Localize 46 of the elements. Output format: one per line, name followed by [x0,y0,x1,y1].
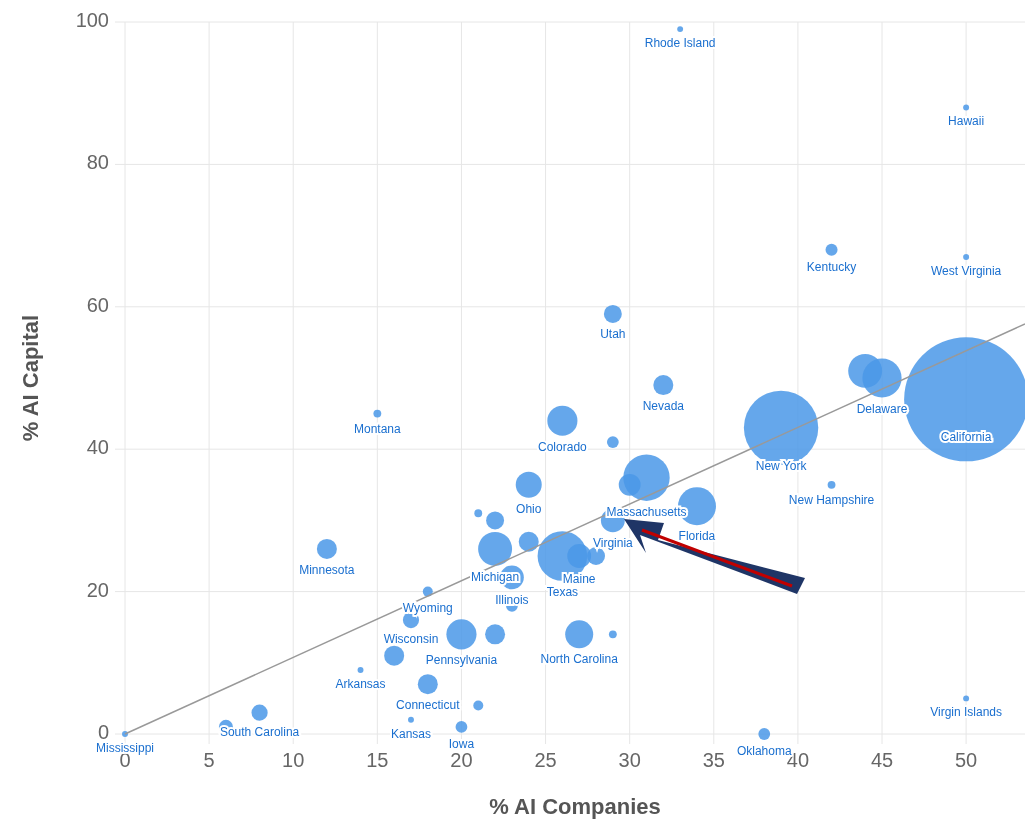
y-tick-label: 100 [75,9,109,31]
annotation: Utah [600,326,626,341]
annotation: Nevada [642,399,685,414]
x-tick-label: 35 [702,749,725,771]
y-tick-label: 40 [86,436,109,459]
x-tick-label: 45 [870,749,894,771]
annotation: Connecticut [396,698,461,713]
x-tick-label: 15 [366,749,389,771]
annotation: Rhode Island [644,36,716,51]
annotation: West Virginia [930,263,1002,278]
annotation: New Hampshire [788,492,875,507]
annotation: Virginia [592,536,634,551]
x-tick-label: 30 [618,749,641,771]
x-tick-label: 50 [955,749,978,771]
annotation: Pennsylvania [425,653,498,668]
annotation: Kansas [390,726,431,741]
y-tick-label: 80 [86,151,109,174]
annotation: California [940,430,992,445]
annotation: Mississippi [95,740,155,755]
annotation: Virgin Islands [930,705,1003,720]
annotation: Hawaii [948,114,985,129]
annotation: Minnesota [299,562,355,577]
annotation: Wisconsin [383,632,439,647]
annotation: South Carolina [219,724,300,739]
y-tick-label: 60 [86,293,109,316]
annotation: Colorado [538,439,588,454]
y-axis-title: % AI Capital [18,314,43,442]
annotation: Texas [546,584,579,599]
annotation: North Carolina [540,652,619,667]
annotation: Kentucky [806,259,857,274]
annotation: Montana [353,421,402,436]
x-tick-label: 20 [450,749,473,771]
annotation: New York [755,458,808,473]
x-axis-title: % AI Companies [489,794,661,819]
y-tick-label: 0 [97,721,109,743]
annotation: Florida [678,529,716,544]
annotation: Ohio [516,501,542,516]
annotation: Maine [562,571,596,586]
x-tick-label: 10 [282,749,305,771]
annotation: Illinois [495,593,529,608]
y-tick-label: 20 [86,578,109,601]
x-tick-label: 5 [203,749,215,771]
annotation: Arkansas [335,676,386,691]
annotation: Iowa [448,736,475,751]
x-tick-label: 25 [534,749,557,771]
annotation: Wyoming [402,600,453,615]
